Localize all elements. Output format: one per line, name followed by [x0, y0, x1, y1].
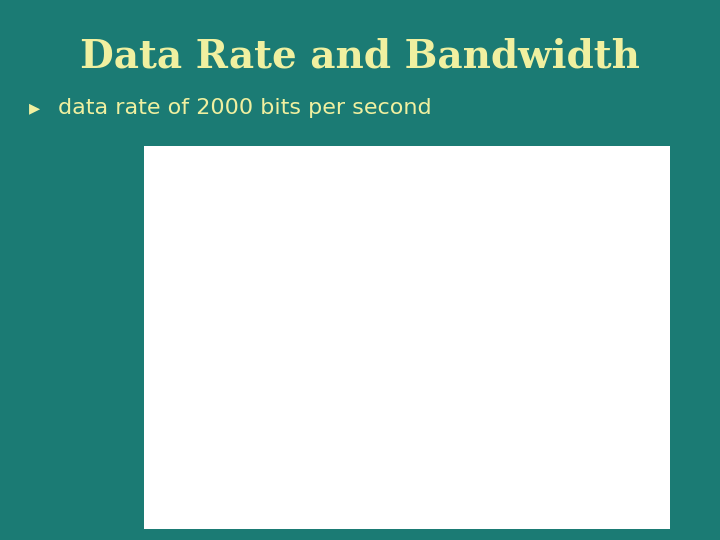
Text: 1: 1 — [417, 167, 423, 178]
Text: Bandwidth 1300 Hz: Bandwidth 1300 Hz — [160, 502, 263, 511]
Text: Pulses after transmission:: Pulses after transmission: — [149, 283, 266, 292]
Text: ▸: ▸ — [29, 98, 40, 118]
Text: Bit rate: 2000 bits per second: Bit rate: 2000 bits per second — [160, 222, 279, 231]
Text: 1: 1 — [454, 167, 460, 178]
Text: Bandwidth 900 Hz: Bandwidth 900 Hz — [160, 415, 256, 424]
Text: data rate of 2000 bits per second: data rate of 2000 bits per second — [58, 98, 431, 118]
Text: Bandwidth 500 Hz: Bandwidth 500 Hz — [160, 316, 256, 325]
Text: 0: 0 — [380, 167, 387, 178]
Text: 1: 1 — [490, 167, 497, 178]
Text: 1: 1 — [527, 167, 534, 178]
Text: Data Rate and Bandwidth: Data Rate and Bandwidth — [80, 38, 640, 76]
Text: 0: 0 — [564, 167, 570, 178]
Text: 1: 1 — [637, 167, 644, 178]
Text: Bits:: Bits: — [294, 167, 318, 178]
Text: Pulses before transmission:: Pulses before transmission: — [149, 193, 274, 202]
Text: 1: 1 — [343, 167, 350, 178]
Text: 1: 1 — [600, 167, 607, 178]
